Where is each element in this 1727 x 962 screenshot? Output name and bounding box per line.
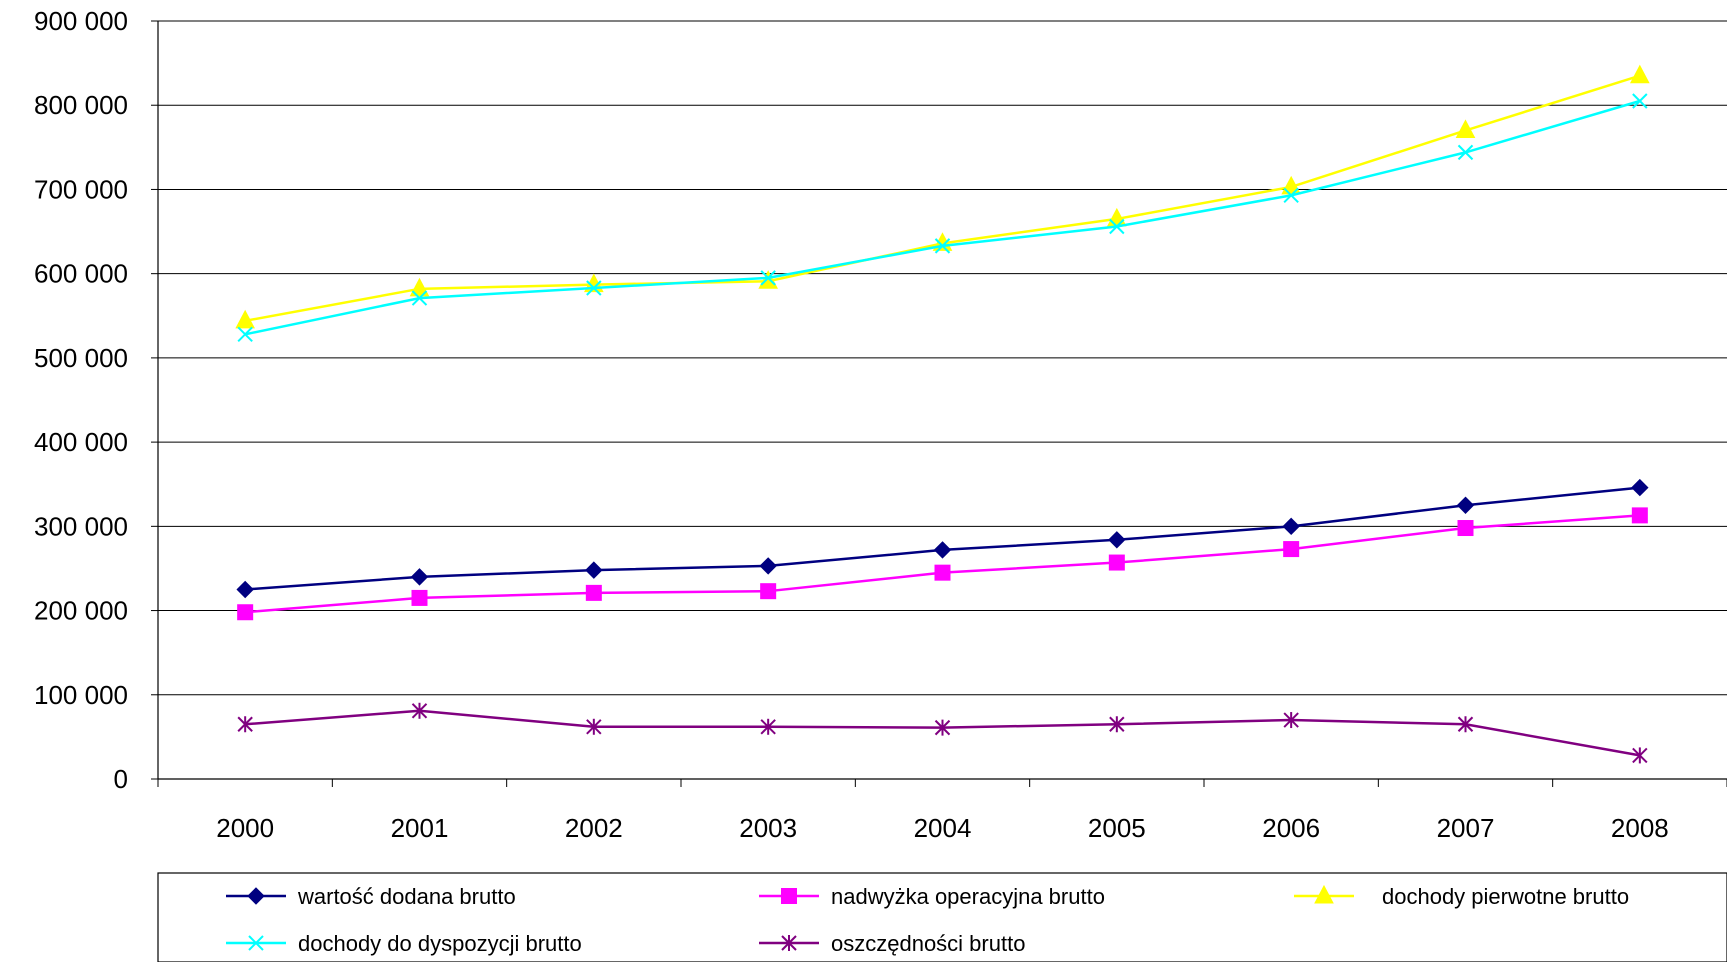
series-4 bbox=[237, 702, 1648, 764]
y-tick-label-0: 0 bbox=[114, 764, 128, 794]
series-2-point-3 bbox=[758, 270, 778, 289]
x-tick-label-5: 2005 bbox=[1088, 813, 1146, 843]
series-1-point-7 bbox=[1457, 520, 1474, 537]
series-0-point-1 bbox=[410, 568, 429, 586]
series-2-point-1 bbox=[409, 277, 430, 297]
series-3-point-7-b bbox=[1457, 144, 1474, 161]
x-tick-label-0: 2000 bbox=[216, 813, 274, 843]
series-0-point-3 bbox=[759, 557, 777, 575]
series-3-point-5 bbox=[1109, 218, 1125, 235]
legend-marker-0 bbox=[247, 887, 265, 905]
series-3-point-5-b bbox=[1109, 218, 1125, 235]
series-3-point-3-b bbox=[760, 270, 776, 286]
series-plot bbox=[235, 64, 1650, 764]
legend-marker-3-b bbox=[248, 935, 264, 951]
y-tick-label-6: 600 000 bbox=[34, 259, 128, 289]
series-1-line bbox=[245, 514, 1640, 614]
legend-label-4: oszczędności brutto bbox=[831, 931, 1025, 956]
series-3-point-7 bbox=[1457, 144, 1474, 161]
series-2-line bbox=[244, 74, 1641, 323]
legend-label-1: nadwyżka operacyjna brutto bbox=[831, 884, 1105, 909]
series-3-point-8 bbox=[1632, 93, 1648, 109]
series-3-point-6-b bbox=[1283, 187, 1299, 204]
legend-marker-3 bbox=[248, 935, 264, 951]
y-tick-label-5: 500 000 bbox=[34, 343, 128, 373]
legend-item-4: oszczędności brutto bbox=[759, 931, 1025, 956]
x-tick-label-6: 2006 bbox=[1262, 813, 1320, 843]
series-0-point-5 bbox=[1108, 531, 1126, 549]
series-3-point-1 bbox=[411, 290, 428, 306]
series-0-point-0 bbox=[236, 580, 254, 599]
legend-item-0: wartość dodana brutto bbox=[226, 884, 516, 909]
series-2-point-7 bbox=[1455, 119, 1476, 138]
legend-marker-4 bbox=[781, 935, 797, 951]
series-1-point-0 bbox=[237, 604, 254, 621]
gridlines bbox=[158, 20, 1727, 696]
legend-item-3: dochody do dyspozycji brutto bbox=[226, 931, 582, 956]
legend-label-2: dochody pierwotne brutto bbox=[1382, 884, 1629, 909]
series-4-point-2 bbox=[586, 718, 602, 735]
series-4-point-4 bbox=[934, 719, 951, 736]
series-3-point-0 bbox=[237, 326, 253, 343]
series-3-point-6 bbox=[1283, 187, 1299, 204]
series-3-point-8-b bbox=[1632, 93, 1648, 109]
legend-item-1: nadwyżka operacyjna brutto bbox=[759, 884, 1105, 909]
series-4-point-7 bbox=[1457, 716, 1474, 733]
legend-label-3: dochody do dyspozycji brutto bbox=[298, 931, 582, 956]
series-2-point-8 bbox=[1630, 64, 1650, 84]
series-3-point-0-b bbox=[237, 326, 253, 343]
series-4-point-1 bbox=[411, 702, 428, 719]
series-0 bbox=[236, 478, 1649, 599]
series-4-point-8 bbox=[1632, 747, 1648, 764]
series-3-point-2-b bbox=[586, 280, 602, 296]
series-3-line bbox=[244, 99, 1641, 336]
y-tick-label-7: 700 000 bbox=[34, 174, 128, 204]
y-tick-label-2: 200 000 bbox=[34, 596, 128, 626]
legend-marker-1 bbox=[781, 888, 797, 904]
series-3 bbox=[237, 93, 1648, 343]
series-0-point-7 bbox=[1456, 496, 1475, 514]
series-3-point-4 bbox=[934, 238, 951, 254]
series-1-point-8 bbox=[1631, 507, 1648, 524]
x-tick-label-4: 2004 bbox=[914, 813, 972, 843]
series-4-point-6 bbox=[1283, 712, 1299, 729]
series-0-point-4 bbox=[933, 541, 952, 559]
x-tick-label-3: 2003 bbox=[739, 813, 797, 843]
series-3-point-1-b bbox=[411, 290, 428, 306]
series-1-point-5 bbox=[1108, 554, 1125, 571]
series-3-point-4-b bbox=[934, 238, 951, 254]
y-tick-label-9: 900 000 bbox=[34, 6, 128, 36]
series-2-point-0 bbox=[235, 309, 255, 329]
x-tick-label-2: 2002 bbox=[565, 813, 623, 843]
legend-marker-2 bbox=[1314, 884, 1334, 904]
y-tick-label-1: 100 000 bbox=[34, 680, 128, 710]
axes: 0 100 000 200 000 300 000 400 000 500 000 600 … bbox=[34, 6, 1727, 843]
series-0-point-6 bbox=[1282, 517, 1300, 536]
x-tick-label-8: 2008 bbox=[1611, 813, 1669, 843]
series-4-point-3 bbox=[760, 718, 776, 735]
series-3-point-3 bbox=[760, 270, 776, 286]
series-0-point-2 bbox=[585, 561, 603, 579]
series-1-point-6 bbox=[1283, 541, 1300, 558]
series-1-point-4 bbox=[934, 564, 951, 581]
series-4-point-0 bbox=[237, 716, 253, 733]
series-0-point-8 bbox=[1631, 478, 1649, 497]
series-1-point-2 bbox=[585, 584, 602, 601]
x-tick-label-7: 2007 bbox=[1437, 813, 1495, 843]
legend-label-0: wartość dodana brutto bbox=[297, 884, 516, 909]
legend-item-2: dochody pierwotne brutto bbox=[1294, 884, 1629, 909]
series-1 bbox=[237, 507, 1648, 621]
series-3-point-2 bbox=[586, 280, 602, 296]
x-tick-label-1: 2001 bbox=[391, 813, 449, 843]
legend: wartość dodana brutto nadwyżka operacyjna… bbox=[157, 872, 1727, 962]
y-tick-label-8: 800 000 bbox=[34, 90, 128, 120]
y-tick-label-3: 300 000 bbox=[34, 511, 128, 541]
series-1-point-1 bbox=[411, 589, 428, 606]
series-1-point-3 bbox=[760, 583, 777, 600]
y-tick-label-4: 400 000 bbox=[34, 427, 128, 457]
legend-box bbox=[157, 872, 1727, 962]
series-4-point-5 bbox=[1109, 716, 1125, 733]
